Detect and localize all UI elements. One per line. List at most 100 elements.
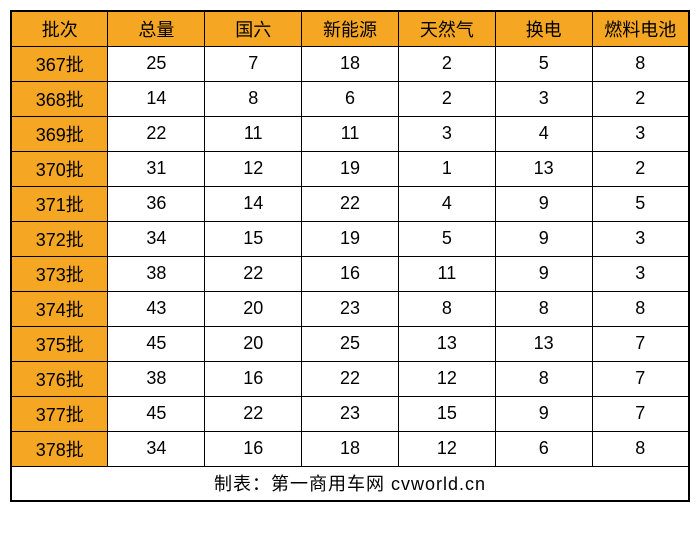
- batch-cell: 369批: [11, 116, 108, 151]
- data-cell: 11: [205, 116, 302, 151]
- table-row: 373批3822161193: [11, 256, 689, 291]
- data-cell: 15: [205, 221, 302, 256]
- header-total: 总量: [108, 11, 205, 46]
- header-new-energy: 新能源: [302, 11, 399, 46]
- data-cell: 2: [592, 81, 689, 116]
- data-cell: 13: [495, 151, 592, 186]
- data-cell: 7: [205, 46, 302, 81]
- table-row: 372批341519593: [11, 221, 689, 256]
- data-cell: 23: [302, 396, 399, 431]
- batch-cell: 372批: [11, 221, 108, 256]
- data-cell: 23: [302, 291, 399, 326]
- data-cell: 36: [108, 186, 205, 221]
- data-cell: 8: [592, 431, 689, 466]
- header-natural-gas: 天然气: [398, 11, 495, 46]
- table-row: 370批3112191132: [11, 151, 689, 186]
- data-cell: 16: [302, 256, 399, 291]
- data-cell: 3: [495, 81, 592, 116]
- data-cell: 2: [398, 46, 495, 81]
- table-container: 批次 总量 国六 新能源 天然气 换电 燃料电池 367批25718258368…: [10, 10, 690, 502]
- data-cell: 8: [495, 291, 592, 326]
- data-cell: 18: [302, 46, 399, 81]
- table-body: 367批25718258368批1486232369批221111343370批…: [11, 46, 689, 466]
- data-cell: 8: [398, 291, 495, 326]
- batch-cell: 370批: [11, 151, 108, 186]
- data-cell: 8: [592, 291, 689, 326]
- data-cell: 8: [495, 361, 592, 396]
- data-cell: 13: [495, 326, 592, 361]
- table-footer: 制表：第一商用车网 cvworld.cn: [11, 466, 689, 501]
- data-cell: 4: [495, 116, 592, 151]
- data-cell: 9: [495, 221, 592, 256]
- table-header: 批次 总量 国六 新能源 天然气 换电 燃料电池: [11, 11, 689, 46]
- data-cell: 14: [205, 186, 302, 221]
- data-cell: 34: [108, 221, 205, 256]
- data-cell: 16: [205, 431, 302, 466]
- data-cell: 9: [495, 256, 592, 291]
- batch-cell: 375批: [11, 326, 108, 361]
- data-cell: 1: [398, 151, 495, 186]
- data-cell: 16: [205, 361, 302, 396]
- batch-cell: 368批: [11, 81, 108, 116]
- data-cell: 11: [398, 256, 495, 291]
- table-row: 374批432023888: [11, 291, 689, 326]
- table-row: 377批4522231597: [11, 396, 689, 431]
- table-row: 369批221111343: [11, 116, 689, 151]
- data-cell: 25: [302, 326, 399, 361]
- table-row: 375批45202513137: [11, 326, 689, 361]
- table-row: 376批3816221287: [11, 361, 689, 396]
- data-cell: 3: [592, 221, 689, 256]
- data-cell: 8: [592, 46, 689, 81]
- data-cell: 2: [398, 81, 495, 116]
- data-cell: 31: [108, 151, 205, 186]
- data-cell: 7: [592, 326, 689, 361]
- header-row: 批次 总量 国六 新能源 天然气 换电 燃料电池: [11, 11, 689, 46]
- data-cell: 22: [108, 116, 205, 151]
- data-cell: 20: [205, 326, 302, 361]
- data-cell: 4: [398, 186, 495, 221]
- data-cell: 45: [108, 396, 205, 431]
- batch-cell: 373批: [11, 256, 108, 291]
- batch-cell: 377批: [11, 396, 108, 431]
- table-row: 371批361422495: [11, 186, 689, 221]
- batch-cell: 371批: [11, 186, 108, 221]
- header-batch: 批次: [11, 11, 108, 46]
- data-cell: 25: [108, 46, 205, 81]
- batch-cell: 378批: [11, 431, 108, 466]
- data-cell: 38: [108, 256, 205, 291]
- footer-text: 制表：第一商用车网 cvworld.cn: [11, 466, 689, 501]
- data-cell: 7: [592, 396, 689, 431]
- footer-row: 制表：第一商用车网 cvworld.cn: [11, 466, 689, 501]
- table-row: 368批1486232: [11, 81, 689, 116]
- data-cell: 9: [495, 186, 592, 221]
- data-cell: 2: [592, 151, 689, 186]
- data-cell: 45: [108, 326, 205, 361]
- data-cell: 19: [302, 151, 399, 186]
- data-cell: 43: [108, 291, 205, 326]
- data-cell: 22: [302, 361, 399, 396]
- data-cell: 3: [592, 116, 689, 151]
- data-cell: 3: [592, 256, 689, 291]
- data-table: 批次 总量 国六 新能源 天然气 换电 燃料电池 367批25718258368…: [10, 10, 690, 502]
- data-cell: 3: [398, 116, 495, 151]
- data-cell: 8: [205, 81, 302, 116]
- data-cell: 38: [108, 361, 205, 396]
- data-cell: 5: [592, 186, 689, 221]
- header-guoliu: 国六: [205, 11, 302, 46]
- data-cell: 12: [398, 361, 495, 396]
- batch-cell: 374批: [11, 291, 108, 326]
- data-cell: 22: [205, 256, 302, 291]
- data-cell: 7: [592, 361, 689, 396]
- data-cell: 22: [205, 396, 302, 431]
- data-cell: 13: [398, 326, 495, 361]
- table-row: 367批25718258: [11, 46, 689, 81]
- data-cell: 5: [495, 46, 592, 81]
- table-row: 378批3416181268: [11, 431, 689, 466]
- header-battery-swap: 换电: [495, 11, 592, 46]
- data-cell: 12: [398, 431, 495, 466]
- data-cell: 6: [495, 431, 592, 466]
- data-cell: 22: [302, 186, 399, 221]
- batch-cell: 376批: [11, 361, 108, 396]
- header-fuel-cell: 燃料电池: [592, 11, 689, 46]
- data-cell: 19: [302, 221, 399, 256]
